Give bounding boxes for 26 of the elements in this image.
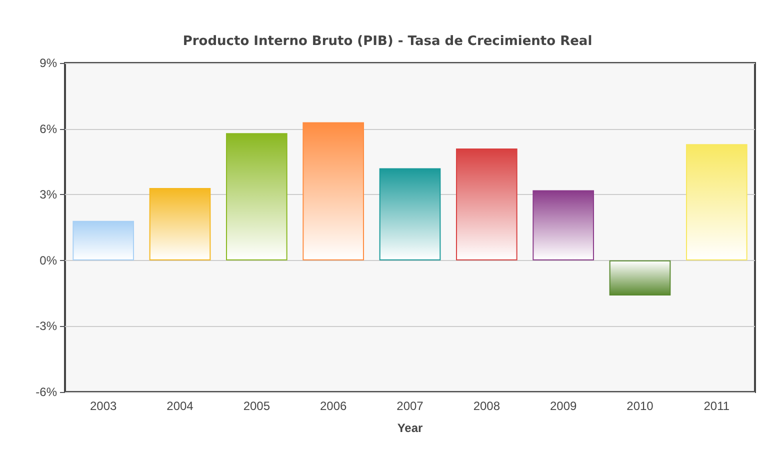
x-tick-label: 2011 — [704, 399, 730, 413]
y-tick-label: 9% — [40, 56, 58, 70]
x-axis-title: Year — [397, 421, 424, 435]
x-tick-label: 2008 — [473, 399, 500, 413]
bar — [302, 122, 364, 260]
x-tick-label: 2006 — [320, 399, 348, 413]
y-tick-label: 6% — [40, 122, 58, 136]
bar — [149, 188, 211, 260]
x-tick-label: 2005 — [243, 399, 270, 413]
y-tick-label: 0% — [40, 253, 58, 268]
chart-title: Producto Interno Bruto (PIB) - Tasa de Crecimiento Real — [182, 34, 592, 49]
x-tick-label: 2003 — [90, 399, 118, 413]
y-tick-label: -6% — [36, 385, 58, 399]
bar — [379, 168, 441, 260]
x-tick-label: 2004 — [166, 399, 194, 413]
x-tick-label: 2010 — [626, 399, 654, 413]
x-tick-label: 2007 — [396, 399, 424, 413]
x-tick-label: 2009 — [550, 399, 578, 413]
bar — [686, 144, 748, 260]
y-tick-label: -3% — [36, 319, 58, 334]
bar — [609, 260, 671, 296]
bar — [72, 220, 134, 260]
bar — [226, 133, 288, 260]
y-tick-label: 3% — [40, 188, 58, 202]
bar — [532, 190, 594, 260]
bar — [456, 148, 518, 260]
